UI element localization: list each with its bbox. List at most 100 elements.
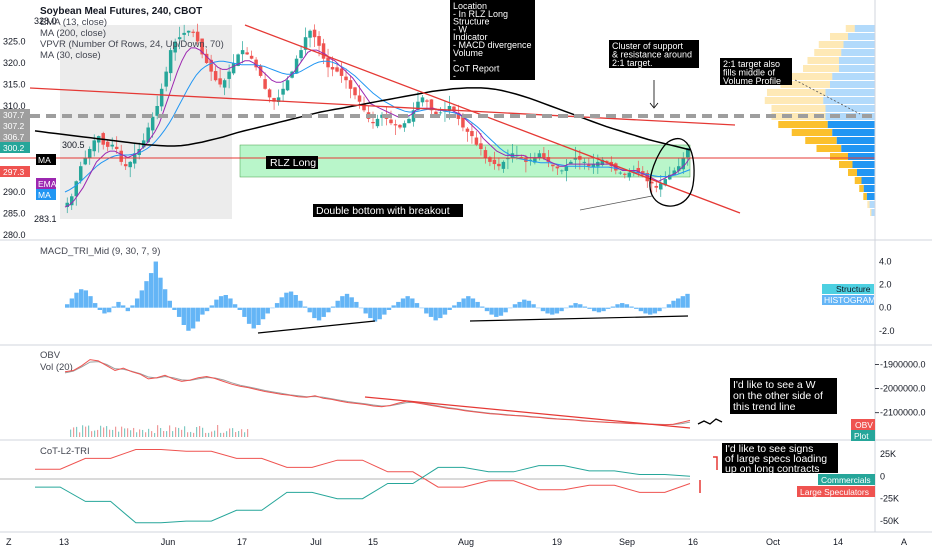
price-tag — [0, 131, 30, 142]
price-tag — [0, 109, 30, 120]
macd-bar — [671, 300, 676, 308]
volume-bar — [214, 430, 216, 437]
volume-bar — [166, 431, 168, 437]
volume-bar — [109, 429, 111, 437]
macd-pane[interactable]: MACD_TRI_Mid (9, 30, 7, 9) 4.0 2.0 0.0 -2.0… — [40, 246, 895, 336]
macd-bar — [405, 296, 410, 308]
macd-bar — [680, 296, 686, 308]
candle-body — [231, 63, 236, 74]
macd-bar — [410, 298, 415, 308]
note-line: Structure — [453, 17, 490, 27]
vp-down-bar — [843, 41, 875, 48]
vp-down-bar — [823, 97, 875, 104]
macd-bar — [200, 307, 205, 315]
volume-bar — [199, 426, 201, 437]
macd-bar — [116, 301, 121, 308]
candle-body — [267, 89, 272, 98]
note-line: Cluster of support — [612, 41, 684, 51]
candle-body — [389, 119, 393, 124]
volume-bar — [205, 432, 207, 437]
volume-bar — [94, 430, 96, 437]
macd-bar — [592, 307, 597, 312]
candle-body — [686, 148, 690, 158]
candle-body — [564, 166, 569, 171]
vp-down-bar — [832, 129, 875, 136]
candle-body — [344, 76, 348, 81]
macd-bar — [433, 307, 438, 321]
macd-bar — [158, 277, 163, 308]
candle-body — [353, 87, 357, 96]
macd-title: MACD_TRI_Mid (9, 30, 7, 9) — [40, 246, 160, 257]
volume-bar — [106, 426, 108, 437]
rlz-long-label: RLZ Long — [266, 156, 318, 169]
macd-bar — [428, 307, 434, 317]
ma-tag — [36, 154, 56, 165]
large-speculators-line — [35, 449, 691, 493]
indicator-vpvr[interactable]: VPVR (Number Of Rows, 24, Up/Down, 70) — [40, 39, 224, 50]
macd-bar — [526, 300, 532, 308]
candle-body — [168, 50, 173, 74]
volume-bar — [244, 432, 246, 437]
vp-down-bar — [857, 169, 875, 176]
obv-pane[interactable]: OBV Vol (20) I'd like to see a Won the o… — [40, 350, 926, 441]
vp-up-bar — [791, 129, 833, 136]
candle-body — [92, 140, 96, 152]
note-line: Location — [453, 1, 487, 11]
volume-bars — [70, 425, 249, 437]
vp-up-bar — [870, 209, 872, 216]
volume-bar — [196, 427, 198, 437]
macd-bar — [307, 307, 312, 313]
macd-bar — [172, 307, 177, 310]
volume-bar — [91, 431, 93, 437]
indicator-ma200[interactable]: MA (200, close) — [40, 28, 106, 39]
candle-body — [434, 111, 438, 115]
price-tag-label: 306.7 — [3, 132, 25, 142]
candle-body — [209, 59, 213, 72]
candle-body — [65, 202, 69, 208]
x-tick-label: 13 — [59, 537, 69, 547]
candle-body — [281, 88, 285, 95]
macd-bar — [97, 307, 103, 310]
note-line: - MACD divergence — [453, 40, 532, 50]
tag-obv: OBV — [855, 420, 873, 430]
candle-body — [245, 52, 249, 55]
macd-bar — [545, 307, 550, 314]
price-tick-label: 290.0 — [3, 187, 26, 197]
range-high: 328.0 — [34, 16, 57, 26]
candle-body — [483, 150, 488, 158]
candle-body — [663, 179, 668, 186]
indicator-ma30[interactable]: MA (30, close) — [40, 50, 101, 61]
undo-zoom-icon[interactable]: Z — [6, 537, 12, 547]
volume-bar — [172, 431, 174, 437]
candle-body — [155, 106, 159, 116]
candle-body — [227, 71, 231, 79]
macd-bar — [340, 296, 345, 308]
note-line: 2:1 target. — [612, 58, 653, 68]
candle-body — [623, 173, 627, 175]
volume-bar — [145, 432, 147, 437]
macd-bar — [377, 307, 382, 320]
double-bottom-label: Double bottom with breakout — [313, 204, 463, 217]
cot-axis: 25K 0 -25K -50K — [880, 449, 899, 526]
macd-bar — [354, 301, 359, 308]
volume-bar — [208, 432, 210, 437]
price-tag-label: 297.3 — [3, 167, 25, 177]
volume-bar — [163, 431, 165, 437]
candle-body — [681, 157, 686, 170]
auto-scale-icon[interactable]: A — [901, 537, 907, 547]
macd-bar — [447, 307, 452, 310]
volume-bar — [148, 428, 150, 437]
cot-tick-label: 0 — [880, 471, 885, 481]
macd-bar — [265, 307, 270, 314]
time-axis[interactable]: 13 Jun 17 Jul 15 Aug 19 Sep 16 Oct 14 — [59, 537, 843, 547]
indicator-ema[interactable]: EMA (13, close) — [40, 17, 107, 28]
cot-tick-label: 25K — [880, 449, 896, 459]
candle-body — [411, 110, 416, 122]
price-pane[interactable]: RLZ Long Double bottom with breakout Loc… — [0, 0, 875, 240]
vp-down-bar — [861, 177, 875, 184]
macd-bar — [83, 290, 89, 308]
